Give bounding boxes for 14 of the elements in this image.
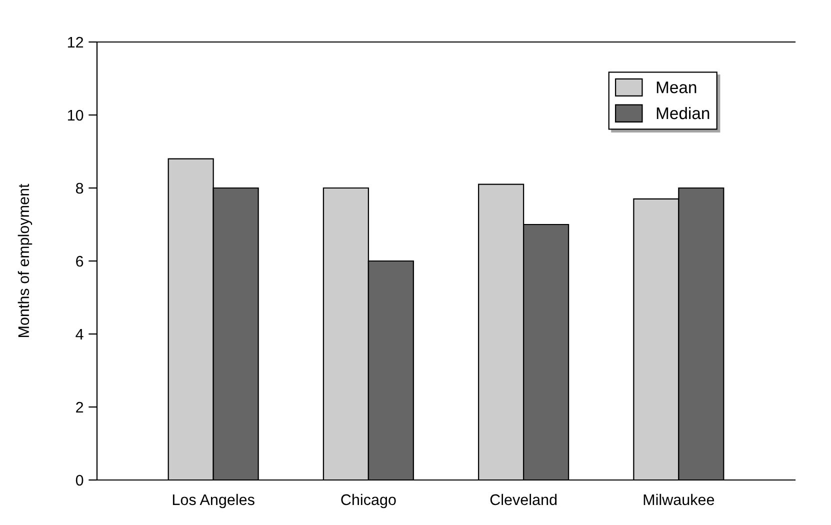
legend-label: Median (656, 106, 710, 120)
y-tick-label: 0 (76, 474, 84, 486)
x-tick-label: Milwaukee (644, 494, 714, 506)
y-tick-label: 10 (68, 110, 84, 121)
y-tick-label: 12 (68, 36, 84, 48)
x-tick-label: Cleveland (490, 494, 557, 506)
y-tick-label: 2 (76, 402, 84, 413)
legend-label: Mean (656, 82, 696, 94)
y-axis-title: Months of employment (18, 184, 32, 338)
x-tick-label: Los Angeles (172, 494, 254, 508)
y-tick-label: 6 (76, 256, 84, 267)
y-tick-label: 8 (76, 182, 84, 194)
x-tick-label: Chicago (341, 494, 396, 508)
y-tick-label: 4 (76, 329, 84, 340)
